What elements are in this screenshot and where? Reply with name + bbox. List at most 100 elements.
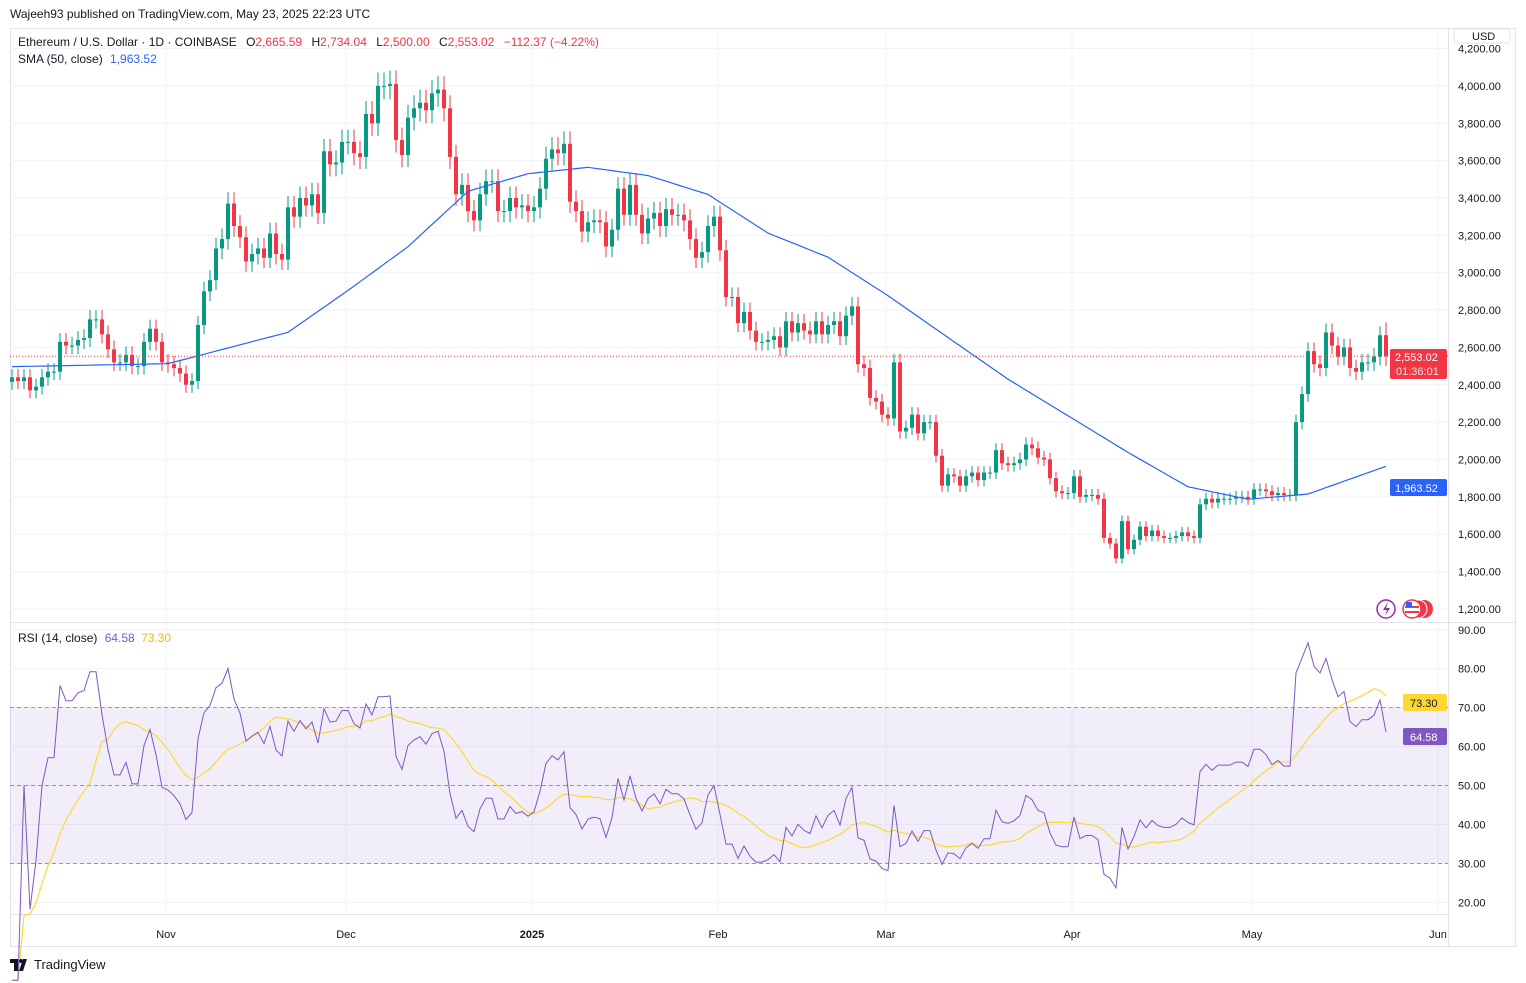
- candle-body: [364, 113, 368, 157]
- candle: [268, 222, 272, 269]
- candle: [928, 414, 932, 430]
- candle-body: [262, 248, 266, 258]
- price-tick-label: 4,000.00: [1458, 81, 1501, 93]
- candle-body: [982, 472, 986, 481]
- open-label: O: [246, 35, 255, 49]
- candle-body: [856, 306, 860, 365]
- candle: [1228, 492, 1232, 505]
- candle-body: [76, 339, 80, 346]
- candle-body: [622, 188, 626, 215]
- candle: [1258, 483, 1262, 496]
- candle-body: [256, 248, 260, 255]
- price-axis[interactable]: 1,200.00 1,400.00 1,600.00 1,800.00 2,000.00…: [1458, 44, 1501, 616]
- candle: [652, 201, 656, 230]
- candle: [388, 70, 392, 100]
- lightning-icon[interactable]: [1376, 599, 1396, 619]
- us-flag-icon[interactable]: [1402, 599, 1433, 619]
- candle-body: [1108, 537, 1112, 544]
- candle-body: [400, 140, 404, 156]
- candle: [76, 331, 80, 355]
- candle-body: [562, 143, 566, 154]
- time-tick-label: Nov: [156, 929, 176, 941]
- candle-body: [340, 141, 344, 163]
- candle: [316, 182, 320, 225]
- rsi-axis[interactable]: 20.00 30.00 40.00 50.00 60.00 70.00 80.00 90.00: [1458, 625, 1486, 910]
- candle: [688, 209, 692, 250]
- candle-body: [454, 156, 458, 195]
- candle: [478, 182, 482, 232]
- candle-body: [238, 226, 242, 238]
- candle: [328, 139, 332, 177]
- candle-body: [526, 205, 530, 212]
- close-value: 2,553.02: [448, 35, 495, 49]
- candle: [1018, 452, 1022, 470]
- candle-body: [886, 414, 890, 419]
- currency-button[interactable]: [1453, 28, 1511, 44]
- rsi-ma-value: 73.30: [141, 631, 171, 645]
- candle-body: [1096, 494, 1100, 499]
- candle: [1312, 342, 1316, 373]
- candle: [640, 203, 644, 245]
- currency-label: USD: [1472, 31, 1495, 43]
- candle-body: [1318, 364, 1322, 368]
- candle-body: [934, 422, 938, 456]
- candle-body: [964, 476, 968, 486]
- candle: [1084, 488, 1088, 503]
- candle-body: [580, 211, 584, 232]
- candle-body: [106, 334, 110, 350]
- candle-body: [772, 336, 776, 340]
- tradingview-logo[interactable]: TradingView: [10, 957, 106, 972]
- candle-body: [358, 153, 362, 157]
- candle-body: [736, 296, 740, 324]
- candle: [1000, 443, 1004, 470]
- candle-body: [820, 321, 824, 335]
- sma-value: 1,963.52: [110, 52, 157, 66]
- candle: [1186, 526, 1190, 542]
- candle-body: [250, 254, 254, 262]
- sma-legend[interactable]: SMA (50, close) 1,963.52: [18, 52, 157, 66]
- candle: [694, 228, 698, 269]
- rsi-ma-badge: [1403, 694, 1447, 711]
- candle-body: [784, 321, 788, 348]
- candle-body: [310, 194, 314, 206]
- candle-body: [706, 226, 710, 253]
- symbol-title: Ethereum / U.S. Dollar · 1D · COINBASE: [18, 35, 237, 49]
- candle: [1270, 485, 1274, 502]
- candle: [1036, 441, 1040, 465]
- candle-body: [34, 386, 38, 391]
- candle: [718, 205, 722, 261]
- candle-body: [412, 108, 416, 118]
- candle: [538, 177, 542, 219]
- candle: [220, 228, 224, 259]
- candle: [298, 186, 302, 228]
- candle-body: [694, 239, 698, 258]
- candle: [766, 331, 770, 351]
- candle-body: [1114, 543, 1118, 559]
- candle: [748, 302, 752, 340]
- candle-body: [556, 149, 560, 154]
- candle: [184, 365, 188, 393]
- candle: [1156, 525, 1160, 542]
- rsi-legend[interactable]: RSI (14, close) 64.58 73.30: [18, 631, 171, 645]
- time-axis[interactable]: Nov Dec 2025 Feb Mar Apr May Jun: [156, 929, 1447, 941]
- candle: [1150, 525, 1154, 542]
- candle: [520, 194, 524, 219]
- candle: [1024, 437, 1028, 467]
- candle: [1096, 488, 1100, 505]
- candle: [304, 186, 308, 217]
- candle-body: [646, 218, 650, 234]
- candle-body: [850, 306, 854, 316]
- candle-body: [754, 330, 758, 342]
- candle: [1252, 483, 1256, 505]
- candle-body: [472, 211, 476, 221]
- low-value: 2,500.00: [383, 35, 430, 49]
- candle: [1006, 456, 1010, 472]
- rsi-tick-label: 80.00: [1458, 664, 1486, 676]
- candle-body: [1252, 489, 1256, 499]
- candle-body: [1156, 530, 1160, 537]
- candle-body: [136, 366, 140, 368]
- price-tick-label: 4,200.00: [1458, 44, 1501, 56]
- candle: [286, 196, 290, 270]
- candle: [670, 197, 674, 226]
